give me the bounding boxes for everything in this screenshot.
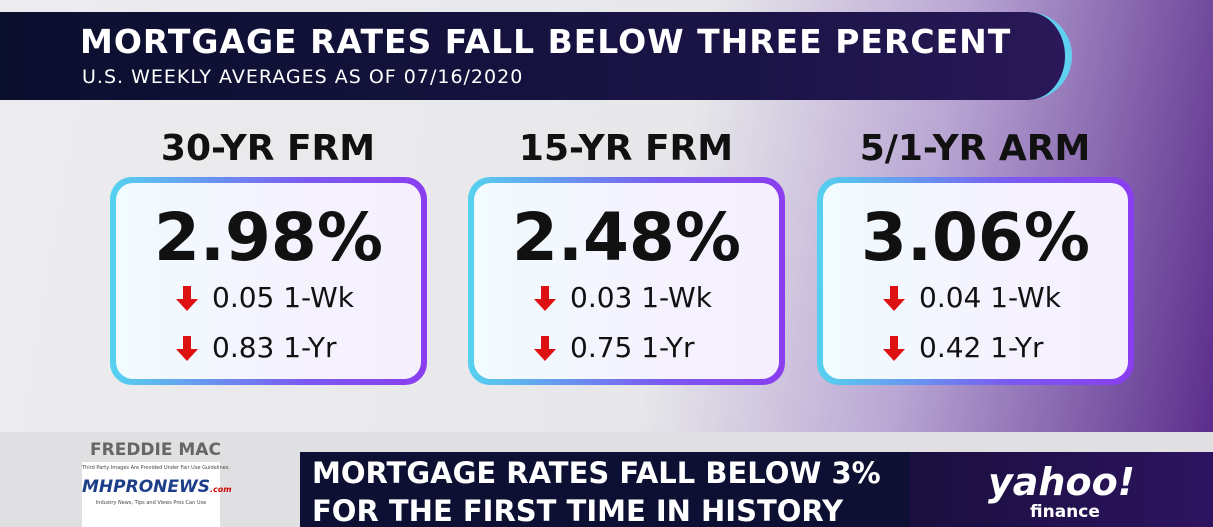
watermark-note: Third Party Images Are Provided Under Fa… — [82, 465, 231, 471]
change: 0.03 1-Wk — [570, 281, 712, 314]
change-row: 0.04 1-Wk — [881, 281, 1061, 314]
card-body: 3.06% 0.04 1-Wk 0.42 1-Yr — [823, 183, 1128, 379]
ticker-line: MORTGAGE RATES FALL BELOW 3% — [312, 456, 881, 490]
ticker: MORTGAGE RATES FALL BELOW 3% FOR THE FIR… — [300, 452, 910, 527]
down-arrow — [176, 335, 198, 361]
title: MORTGAGE RATES FALL BELOW THREE PERCENT — [80, 22, 1012, 61]
card-body: 2.48% 0.03 1-Wk 0.75 1-Yr — [474, 183, 779, 379]
down-arrow — [534, 285, 556, 311]
ticker-line: FOR THE FIRST TIME IN HISTORY — [312, 494, 844, 527]
subtitle: U.S. WEEKLY AVERAGES AS OF 07/16/2020 — [82, 66, 524, 88]
card-label: 15-YR FRM — [518, 128, 734, 169]
change-row: 0.83 1-Yr — [174, 331, 336, 364]
source: FREDDIE MAC — [90, 440, 221, 460]
logo-text: MHPRONEWS — [82, 477, 210, 497]
change-row: 0.03 1-Wk — [532, 281, 712, 314]
watermark-tagline: Industry News, Tips and Views Pros Can U… — [95, 500, 207, 506]
down-arrow — [176, 285, 198, 311]
rate: 2.48% — [512, 199, 741, 276]
card-body: 2.98% 0.05 1-Wk 0.83 1-Yr — [116, 183, 421, 379]
rate-card: 2.98% 0.05 1-Wk 0.83 1-Yr — [110, 177, 427, 385]
card-label: 5/1-YR ARM — [859, 128, 1091, 169]
brand-name: yahoo! — [988, 460, 1136, 504]
rate-card: 2.48% 0.03 1-Wk 0.75 1-Yr — [468, 177, 785, 385]
change-row: 0.75 1-Yr — [532, 331, 694, 364]
rate: 3.06% — [861, 199, 1090, 276]
change: 0.75 1-Yr — [570, 331, 695, 364]
change: 0.04 1-Wk — [919, 281, 1061, 314]
card-label: 30-YR FRM — [160, 128, 376, 169]
header-band — [0, 12, 1072, 100]
logo-suffix: .com — [209, 485, 232, 494]
change-row: 0.05 1-Wk — [174, 281, 354, 314]
change: 0.83 1-Yr — [212, 331, 337, 364]
rate-card: 3.06% 0.04 1-Wk 0.42 1-Yr — [817, 177, 1134, 385]
change-row: 0.42 1-Yr — [881, 331, 1043, 364]
brand: yahoo! finance — [910, 452, 1213, 527]
change: 0.42 1-Yr — [919, 331, 1044, 364]
watermark: Third Party Images Are Provided Under Fa… — [82, 462, 232, 527]
brand-sub: finance — [1030, 502, 1100, 522]
change: 0.05 1-Wk — [212, 281, 354, 314]
down-arrow — [883, 285, 905, 311]
down-arrow — [883, 335, 905, 361]
down-arrow — [534, 335, 556, 361]
rate: 2.98% — [154, 199, 383, 276]
watermark-logo: MHPRONEWS.com — [82, 477, 232, 497]
